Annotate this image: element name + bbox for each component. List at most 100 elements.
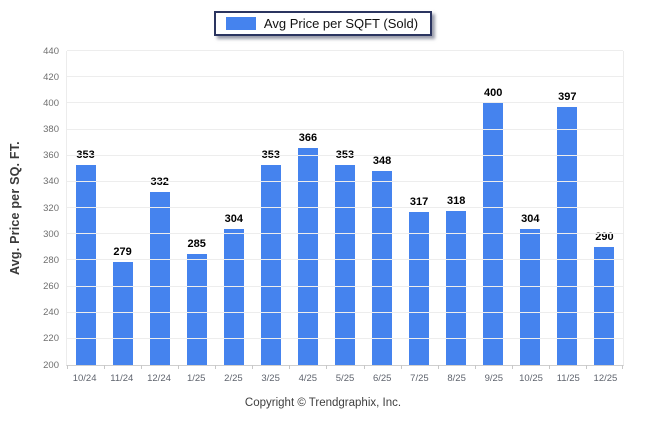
- copyright-text: Copyright © Trendgraphix, Inc.: [244, 396, 402, 409]
- gridline: [67, 102, 623, 104]
- bar: [186, 253, 207, 365]
- bar-value-label: 348: [372, 155, 392, 168]
- bars-layer: 353 279 332 285 304 353 366 353 348 317 318 400 304 3…: [67, 51, 623, 365]
- y-tick-label: 400: [43, 97, 59, 109]
- x-tick-label: 2/25: [224, 373, 243, 384]
- legend: Avg Price per SQFT (Sold): [213, 11, 433, 36]
- x-axis-tick: [548, 365, 550, 369]
- bar: [409, 211, 430, 365]
- bar-cell: 318: [438, 51, 475, 365]
- bar: [446, 210, 467, 365]
- x-tick-label: 3/25: [261, 373, 280, 384]
- bar: [557, 107, 578, 365]
- bar: [483, 103, 504, 365]
- y-axis: 200 220 240 260 280 300 320 340 360 380 400 420 440: [28, 46, 66, 369]
- bar-cell: 304: [215, 51, 252, 365]
- x-axis-tick: [289, 365, 291, 369]
- x-tick-label: 1/25: [186, 373, 206, 384]
- bar-cell: 397: [549, 51, 586, 365]
- y-tick-label: 320: [43, 202, 59, 214]
- x-axis-tick: [400, 365, 402, 369]
- x-axis-tick: [622, 365, 623, 369]
- x-axis: 10/24 11/24 12/24 1/25 2/25 3/25 4/25 5/25 6/25 7…: [66, 374, 624, 384]
- x-axis-tick: [215, 365, 217, 369]
- y-tick-label: 340: [43, 176, 59, 188]
- bar-cell: 279: [104, 51, 141, 365]
- gridline: [67, 50, 623, 51]
- bar-cell: 304: [512, 51, 549, 365]
- bar-cell: 285: [178, 51, 215, 365]
- gridline: [67, 233, 623, 235]
- bar: [149, 192, 170, 365]
- bar-value-label: 366: [298, 131, 318, 144]
- bar-cell: 290: [586, 51, 623, 365]
- gridline: [67, 76, 623, 78]
- bar: [372, 171, 393, 365]
- legend-swatch-icon: [225, 17, 256, 30]
- x-tick-label: 6/25: [372, 373, 392, 384]
- gridline: [67, 337, 623, 339]
- bar-value-label: 304: [224, 212, 243, 225]
- x-tick-label: 11/25: [556, 373, 580, 384]
- y-tick-label: 200: [43, 359, 59, 371]
- legend-label: Avg Price per SQFT (Sold): [263, 16, 419, 31]
- bar-cell: 332: [141, 51, 178, 365]
- bar: [260, 164, 281, 365]
- y-tick-label: 440: [43, 45, 59, 57]
- x-tick-label: 12/25: [593, 373, 618, 384]
- y-tick-label: 420: [43, 71, 59, 83]
- x-axis-tick: [585, 365, 587, 369]
- x-tick-label: 11/24: [110, 373, 134, 384]
- x-axis-tick: [252, 365, 254, 369]
- x-tick-label: 9/25: [484, 373, 504, 384]
- y-tick-label: 220: [43, 333, 59, 345]
- x-axis-tick: [178, 365, 180, 369]
- bar: [520, 228, 541, 365]
- gridline: [67, 285, 623, 287]
- x-axis-tick: [104, 365, 106, 369]
- x-tick-label: 10/25: [519, 373, 543, 384]
- x-axis-tick: [67, 365, 68, 369]
- bar-value-label: 290: [595, 231, 614, 244]
- bar-value-label: 318: [446, 194, 466, 207]
- x-axis-tick: [326, 365, 328, 369]
- bar-value-label: 397: [558, 91, 577, 104]
- y-tick-label: 300: [43, 228, 59, 240]
- bar-cell: 353: [67, 51, 104, 365]
- y-tick-label: 260: [43, 280, 59, 292]
- x-tick-label: 12/24: [147, 373, 171, 384]
- bar-cell: 317: [401, 51, 438, 365]
- bar-cell: 348: [364, 51, 401, 365]
- bar-value-label: 279: [113, 245, 132, 258]
- x-tick-label: 4/25: [298, 373, 318, 384]
- x-tick-label: 7/25: [410, 373, 429, 384]
- gridline: [67, 154, 623, 156]
- y-tick-label: 360: [43, 149, 59, 161]
- chart-area: Avg. Price per SQ. FT. 200 220 240 260 280 30…: [8, 46, 624, 384]
- gridline: [67, 207, 623, 208]
- bar-value-label: 285: [187, 237, 206, 250]
- x-axis-tick: [141, 365, 143, 369]
- plot-area: 353 279 332 285 304 353 366 353 348 317 318 400 304 3…: [66, 50, 624, 369]
- bar-value-label: 304: [521, 212, 540, 225]
- x-tick-label: 8/25: [447, 373, 466, 384]
- legend-row: Avg Price per SQFT (Sold): [0, 0, 646, 36]
- gridline: [67, 128, 623, 130]
- plot-wrap: 353 279 332 285 304 353 366 353 348 317 318 400 304 3…: [66, 50, 624, 384]
- bar-cell: 366: [289, 51, 326, 365]
- bar-value-label: 317: [409, 195, 429, 208]
- y-tick-label: 280: [43, 254, 59, 266]
- bar: [75, 164, 96, 365]
- bar: [223, 228, 244, 365]
- bar-cell: 353: [326, 51, 363, 365]
- gridline: [67, 180, 623, 182]
- y-tick-label: 240: [43, 306, 59, 318]
- x-tick-label: 10/24: [72, 373, 97, 384]
- bar: [112, 261, 133, 365]
- bar: [594, 247, 615, 365]
- gridline: [67, 259, 623, 261]
- bar-value-label: 332: [150, 176, 169, 189]
- y-axis-title: Avg. Price per SQ. FT.: [8, 141, 22, 275]
- x-axis-tick: [511, 365, 513, 369]
